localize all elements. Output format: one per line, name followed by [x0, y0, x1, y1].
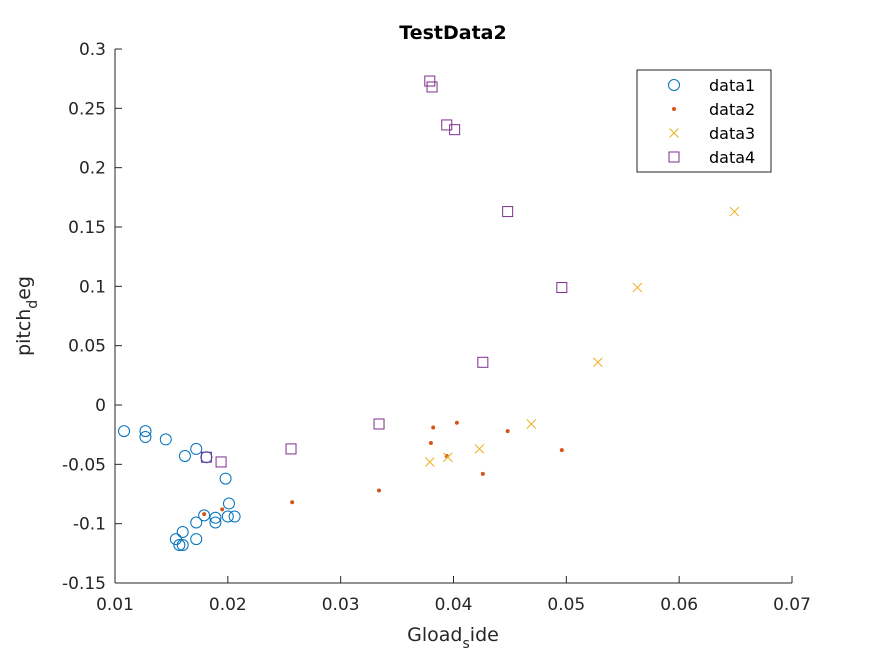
y-tick-label: 0.3 [79, 40, 106, 60]
data3-point [424, 457, 435, 467]
data2-point [505, 429, 510, 434]
data4-point [215, 456, 227, 468]
x-tick-label: 0.02 [209, 595, 247, 615]
data1-point [178, 450, 191, 463]
y-axis-label-main: pitch [13, 309, 35, 356]
x-axis-label-rest: ide [470, 624, 499, 646]
data1-point [139, 425, 152, 438]
chart-title: TestData2 [399, 22, 506, 44]
data1-point [173, 539, 186, 552]
y-tick-label: -0.15 [62, 574, 106, 594]
x-axis-label: Gloadside [407, 624, 499, 652]
x-tick-label: 0.05 [547, 595, 585, 615]
data3-point [526, 419, 537, 429]
legend-marker-data1 [668, 79, 680, 91]
data4-point [449, 124, 461, 136]
data1-point [139, 431, 152, 444]
data2-point [377, 488, 382, 493]
x-tick-label: 0.07 [773, 595, 811, 615]
data1-point [190, 533, 203, 546]
data1-point [198, 509, 211, 522]
data2-point [202, 512, 207, 517]
y-tick-label: 0.1 [79, 277, 106, 297]
data2-point [220, 507, 225, 512]
legend-label-data1: data1 [709, 76, 755, 95]
data4-point [424, 75, 436, 87]
data1-point [209, 511, 222, 524]
data1-point [221, 510, 234, 523]
data3-point [474, 444, 485, 454]
data4-point [285, 443, 297, 455]
legend-label-data3: data3 [709, 124, 755, 143]
data4-point [556, 282, 568, 294]
data2-point [454, 420, 459, 425]
data1-point [228, 510, 241, 523]
data2-point [428, 440, 433, 445]
x-tick-label: 0.06 [660, 595, 698, 615]
data1-point [222, 497, 235, 510]
y-tick-label: -0.1 [73, 515, 106, 535]
y-tick-label: -0.05 [62, 455, 106, 475]
data1-point [190, 516, 203, 529]
data3-point [729, 206, 740, 217]
data4-point [200, 451, 212, 463]
x-tick-label: 0.03 [322, 595, 360, 615]
data1-point [176, 525, 189, 538]
legend: data1 data2 data3 data4 [636, 69, 772, 173]
data1-point [169, 533, 182, 546]
y-tick-label: 0 [95, 396, 106, 416]
y-tick-label: 0.25 [68, 99, 106, 119]
data1-point [219, 472, 232, 485]
y-tick-label: 0.2 [79, 159, 106, 179]
data3-point [593, 357, 603, 368]
legend-marker-data3 [669, 128, 679, 138]
x-tick-label: 0.01 [96, 595, 134, 615]
data3-point [443, 452, 453, 463]
data4-point [502, 206, 514, 218]
data1-point [190, 442, 203, 455]
y-axis-label-sub: d [25, 300, 41, 309]
data2-point [290, 500, 295, 505]
y-axis-label: pitchdeg [13, 276, 41, 356]
data1-point [159, 433, 172, 446]
data2-point [559, 448, 564, 453]
axis-ticks: 0.01 0.02 0.03 0.04 0.05 0.06 0.07 -0.15 -0.1 -0.… [62, 40, 811, 615]
legend-label-data2: data2 [709, 100, 755, 119]
x-axis-label-sub: s [463, 636, 470, 652]
data2-point [431, 425, 436, 430]
legend-label-data4: data4 [709, 148, 755, 167]
data1-point [176, 539, 189, 552]
y-axis-label-rest: eg [13, 276, 35, 300]
data-marks [118, 75, 740, 552]
legend-marker-data4 [668, 151, 680, 163]
data4-point [373, 418, 385, 430]
data4-point [477, 356, 489, 368]
y-tick-label: 0.15 [68, 218, 106, 238]
data2-point [480, 471, 485, 476]
data1-point [209, 516, 222, 529]
x-tick-label: 0.04 [435, 595, 473, 615]
data4-point [426, 81, 438, 93]
data1-point [118, 425, 131, 438]
legend-marker-data2 [672, 107, 676, 111]
data3-point [632, 282, 643, 293]
y-tick-label: 0.05 [68, 337, 106, 357]
legend-box [636, 69, 772, 173]
x-axis-label-main: Gload [407, 624, 462, 646]
